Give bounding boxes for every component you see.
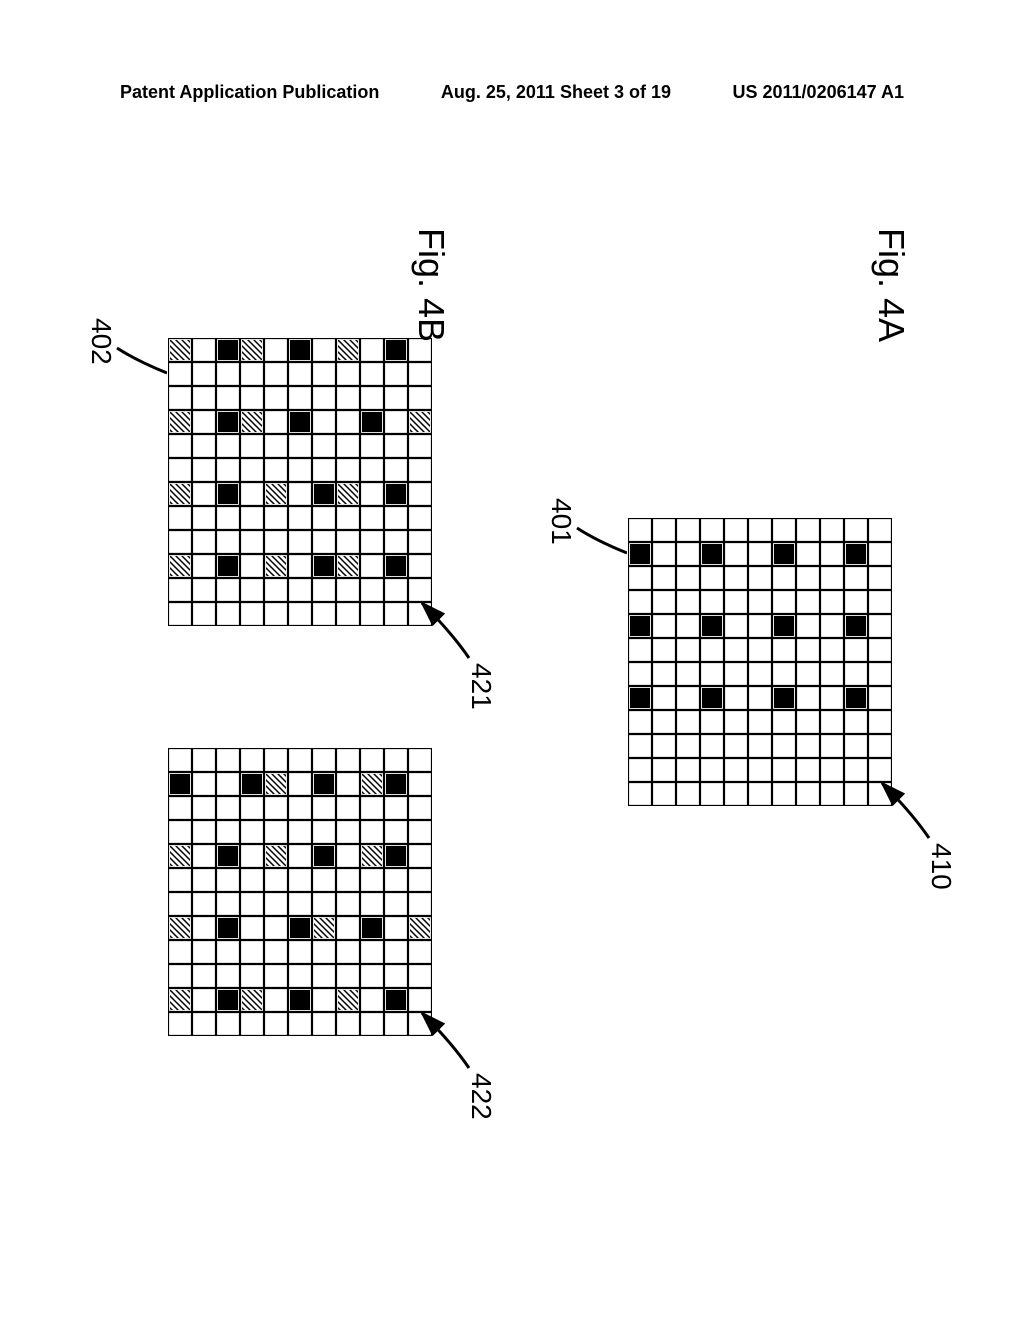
callout-421: 421 [465, 663, 497, 710]
grid-421 [168, 338, 432, 626]
callout-401: 401 [545, 498, 577, 545]
fig-4b-label: Fig. 4B [410, 228, 452, 342]
fig-4a-label: Fig. 4A [870, 228, 912, 342]
grid-422 [168, 748, 432, 1036]
callout-410: 410 [925, 843, 957, 890]
callout-422: 422 [465, 1073, 497, 1120]
grid-410 [628, 518, 892, 806]
page-header: Patent Application Publication Aug. 25, … [0, 82, 1024, 103]
header-date-sheet: Aug. 25, 2011 Sheet 3 of 19 [441, 82, 671, 103]
header-pub-number: US 2011/0206147 A1 [733, 82, 904, 103]
figure-content-rotated: Fig. 4A Fig. 4B 410 401 421 [12, 288, 1012, 1072]
header-publication: Patent Application Publication [120, 82, 379, 103]
callout-402: 402 [85, 318, 117, 365]
